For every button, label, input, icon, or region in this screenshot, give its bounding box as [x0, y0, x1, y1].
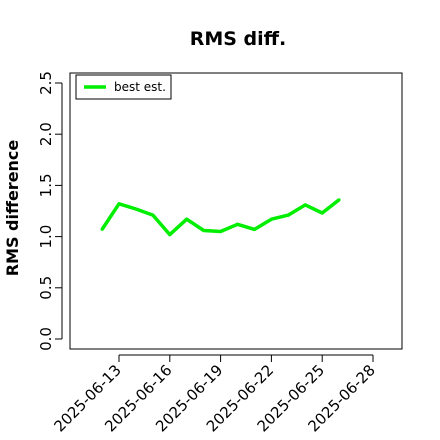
data-point: [303, 203, 307, 207]
data-point: [269, 217, 273, 221]
data-point: [100, 227, 104, 231]
y-ticks: 0.0 0.5 1.0 1.5 2.0 2.5: [37, 71, 62, 351]
data-point: [320, 211, 324, 215]
data-point: [286, 213, 290, 217]
data-point: [151, 213, 155, 217]
data-point: [202, 229, 206, 232]
plot-area: [69, 72, 403, 350]
data-point: [219, 230, 223, 233]
y-tick-label: 0.0: [37, 327, 55, 351]
legend-label: best est.: [114, 80, 166, 94]
data-point: [337, 198, 341, 202]
x-ticks: 2025-06-132025-06-162025-06-192025-06-22…: [50, 355, 379, 435]
data-point: [236, 222, 239, 226]
y-tick-label: 2.5: [37, 71, 55, 95]
y-tick-label: 0.5: [37, 276, 55, 300]
data-point: [253, 227, 256, 231]
data-point: [117, 202, 121, 206]
y-tick-label: 1.5: [37, 173, 55, 197]
legend: best est.: [75, 74, 172, 100]
data-point: [185, 217, 189, 221]
series-layer: [100, 198, 341, 237]
y-tick-label: 2.0: [37, 122, 55, 146]
data-point: [168, 233, 172, 237]
y-tick-label: 1.0: [37, 225, 55, 249]
data-point: [134, 207, 138, 211]
series-line: [100, 198, 341, 237]
chart-title: RMS diff.: [190, 28, 287, 50]
y-axis-label: RMS difference: [3, 140, 22, 277]
